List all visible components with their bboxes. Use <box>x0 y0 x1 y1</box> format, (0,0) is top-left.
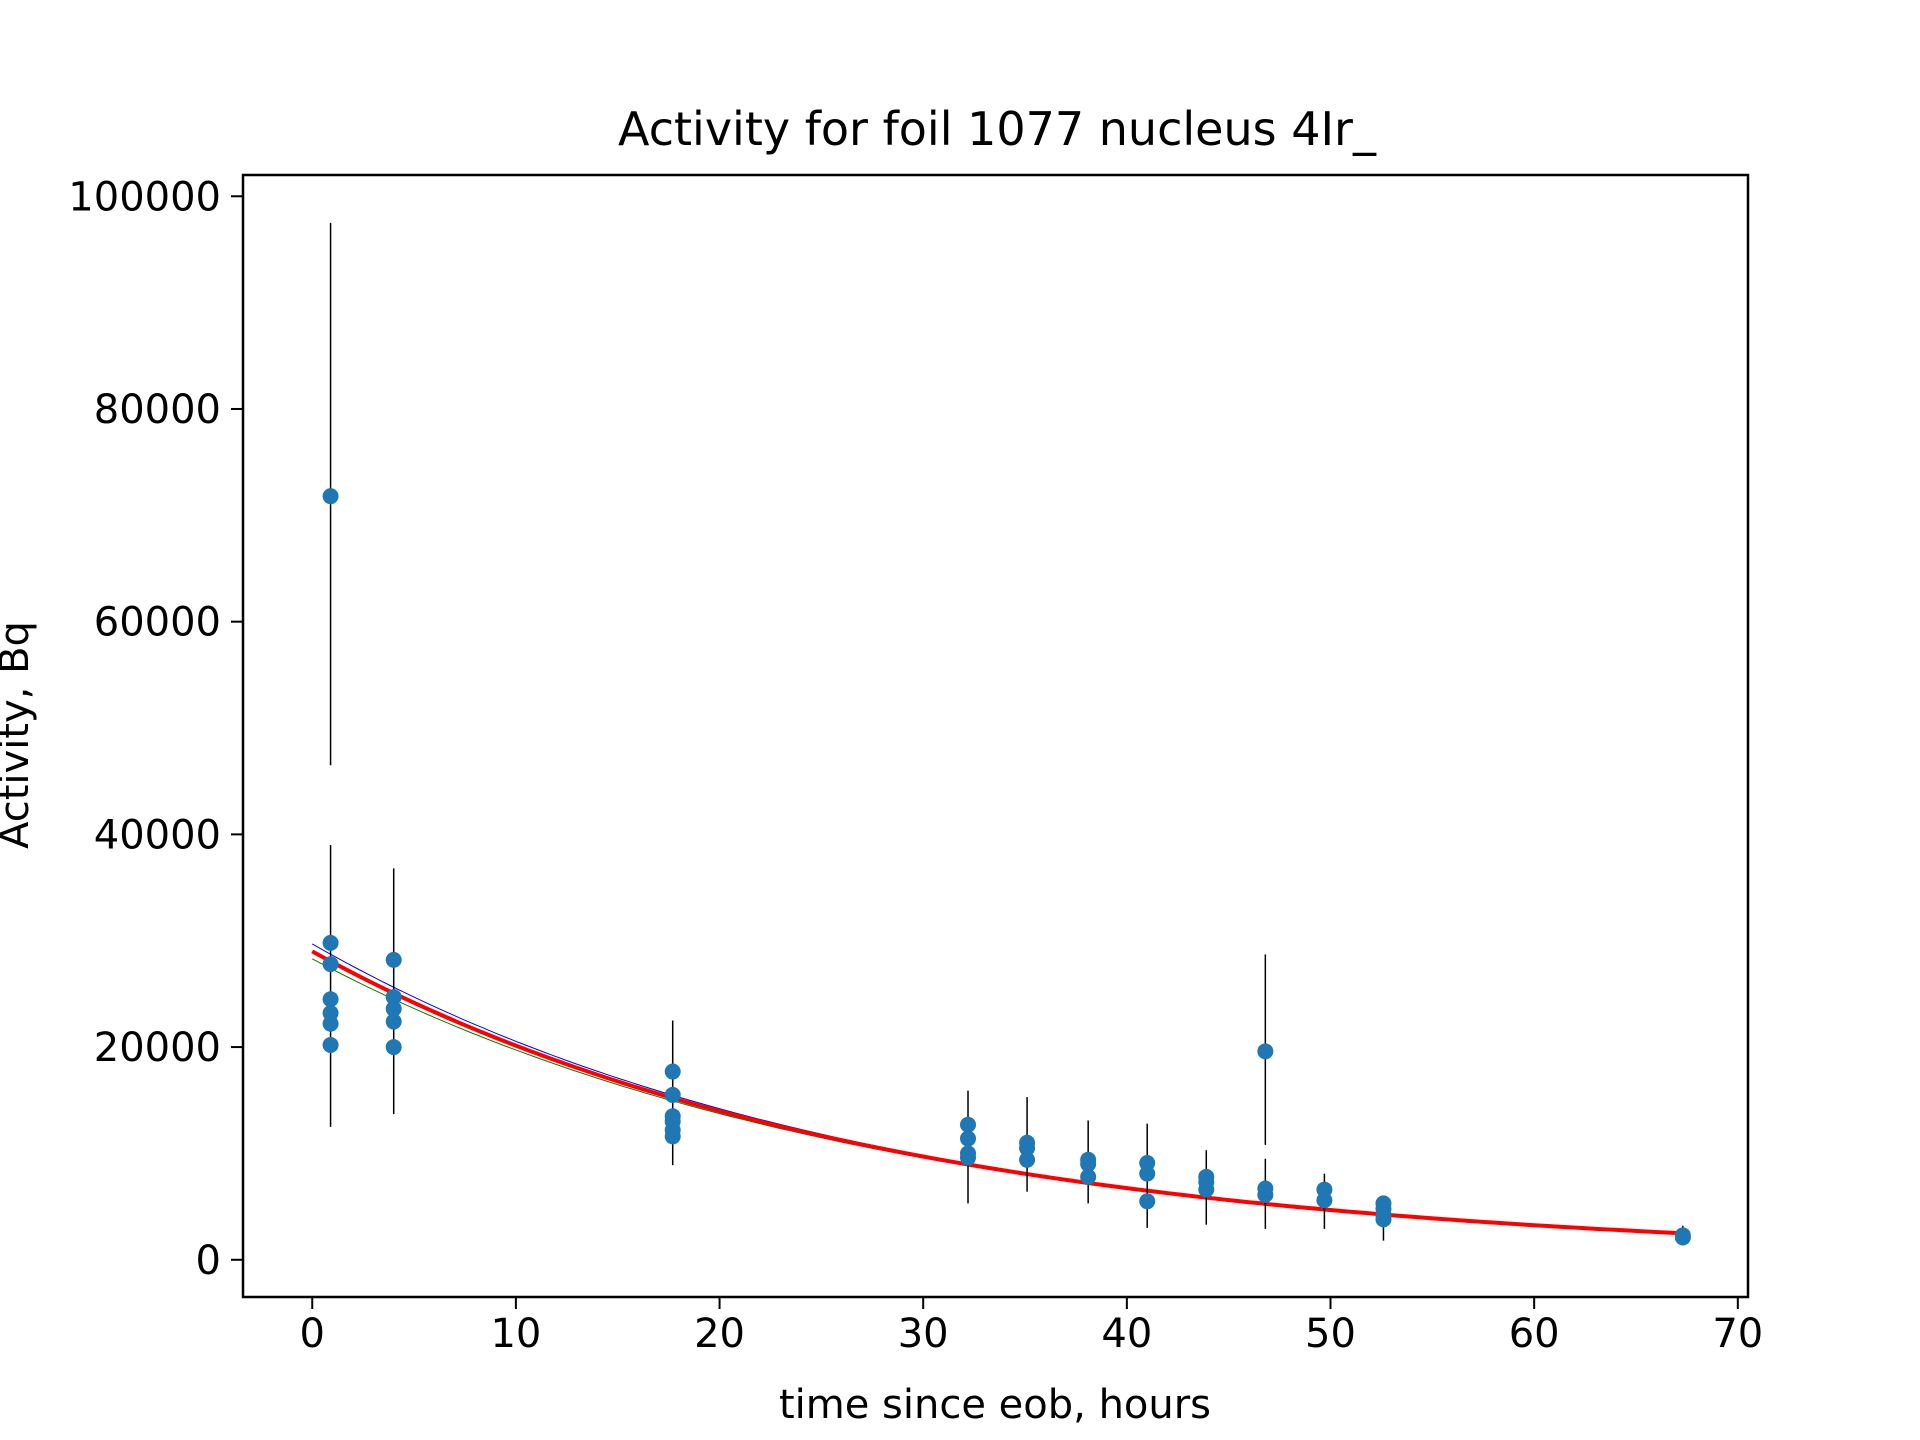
y-tick-label: 40000 <box>94 812 221 858</box>
x-tick-label: 50 <box>1305 1311 1356 1357</box>
x-tick-label: 0 <box>300 1311 325 1357</box>
data-point <box>322 488 339 505</box>
fit-curve-3 <box>311 949 1683 1236</box>
x-tick-label: 40 <box>1101 1311 1152 1357</box>
data-point <box>1080 1156 1097 1173</box>
x-tick-label: 60 <box>1509 1311 1560 1357</box>
data-point <box>1674 1229 1691 1246</box>
data-point <box>1375 1211 1392 1228</box>
data-points <box>322 488 1691 1246</box>
data-point <box>385 1039 402 1056</box>
data-point <box>1019 1140 1036 1157</box>
data-point <box>1316 1192 1333 1209</box>
data-point <box>322 956 339 973</box>
data-point <box>664 1128 681 1145</box>
x-tick-label: 70 <box>1712 1311 1763 1357</box>
data-point <box>664 1063 681 1080</box>
y-tick-label: 80000 <box>94 387 221 433</box>
chart-title: Activity for foil 1077 nucleus 4Ir_ <box>618 102 1377 156</box>
data-point <box>1257 1043 1274 1060</box>
data-point <box>1198 1181 1215 1198</box>
data-point <box>960 1130 977 1147</box>
data-point <box>1019 1151 1036 1168</box>
plot-area <box>311 222 1691 1246</box>
x-tick-label: 30 <box>898 1311 949 1357</box>
y-axis-label: Activity, Bq <box>0 621 38 849</box>
data-point <box>385 951 402 968</box>
fit-curves <box>311 943 1683 1236</box>
data-point <box>1257 1186 1274 1203</box>
y-tick-label: 100000 <box>68 174 221 220</box>
x-axis-label: time since eob, hours <box>779 1382 1211 1428</box>
data-point <box>385 1013 402 1030</box>
y-tick-label: 60000 <box>94 600 221 646</box>
data-point <box>385 1000 402 1017</box>
y-tick-label: 20000 <box>94 1025 221 1071</box>
data-point <box>1080 1168 1097 1185</box>
data-point <box>322 1036 339 1053</box>
data-point <box>385 989 402 1006</box>
data-point <box>960 1149 977 1166</box>
x-tick-label: 10 <box>490 1311 541 1357</box>
data-point <box>322 991 339 1008</box>
data-point <box>960 1116 977 1133</box>
data-point <box>664 1086 681 1103</box>
data-point <box>322 934 339 951</box>
data-point <box>1139 1165 1156 1182</box>
axes-frame <box>241 173 1750 1299</box>
x-axis-ticks: 0 10 20 30 40 50 60 70 <box>300 1297 1763 1357</box>
y-tick-label: 0 <box>196 1238 221 1284</box>
data-point <box>322 1015 339 1032</box>
y-axis-ticks: 0 20000 40000 60000 80000 100000 <box>68 174 243 1284</box>
data-point <box>1139 1193 1156 1210</box>
x-tick-label: 20 <box>694 1311 745 1357</box>
